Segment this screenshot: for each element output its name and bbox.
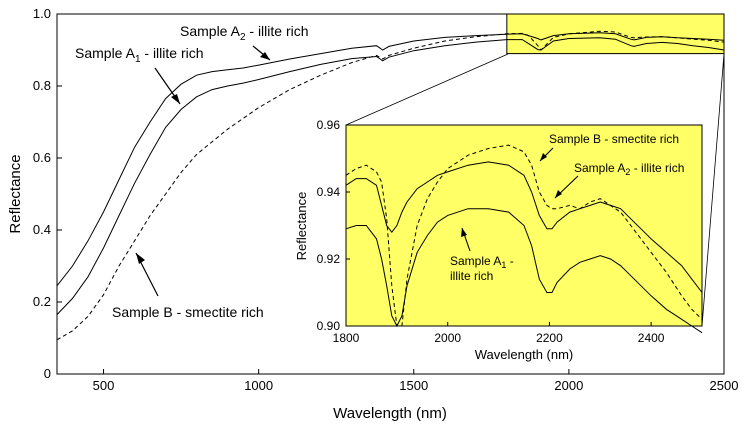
y-tick-label: 0.90 bbox=[317, 319, 341, 333]
annotation-sample-a1: Sample A1 - illite rich bbox=[75, 45, 204, 65]
x-tick-label: 1500 bbox=[399, 378, 428, 393]
annotation-sample-b: Sample B - smectite rich bbox=[112, 304, 264, 320]
annotation-sample-a2: Sample A2 - illite rich bbox=[180, 23, 309, 43]
inset-y-ticks: 0.90 0.92 0.94 0.96 bbox=[317, 118, 350, 333]
x-tick-label: 2000 bbox=[554, 378, 583, 393]
y-tick-label: 0.96 bbox=[317, 118, 341, 132]
main-x-ticks: 500 1000 1500 2000 2500 bbox=[93, 369, 739, 393]
series-line bbox=[345, 208, 703, 334]
x-tick-label: 1800 bbox=[333, 331, 360, 345]
inset-annotation-sample-a1: Sample A1 - bbox=[450, 254, 514, 270]
y-tick-label: 0.6 bbox=[33, 150, 51, 165]
series-line bbox=[56, 37, 725, 315]
inset-arrowhead-sample-a2 bbox=[555, 190, 562, 198]
main-plot-frame bbox=[56, 13, 725, 375]
y-tick-label: 0.8 bbox=[33, 78, 51, 93]
main-y-axis-title: Reflectance bbox=[7, 154, 24, 233]
inset-annotation-sample-b: Sample B - smectite rich bbox=[549, 132, 679, 146]
inset-connector-lines bbox=[345, 53, 725, 327]
main-plot: 500 1000 1500 2000 2500 0 0.2 0.4 0.6 0.8 1.0 Wav… bbox=[7, 6, 738, 422]
arrowhead-sample-a2 bbox=[260, 52, 270, 60]
arrowhead-sample-a1 bbox=[171, 94, 180, 104]
y-tick-label: 0.2 bbox=[33, 294, 51, 309]
main-annotations: Sample A2 - illite rich Sample A1 - illi… bbox=[75, 23, 309, 320]
x-tick-label: 2400 bbox=[638, 331, 665, 345]
series-line bbox=[56, 30, 725, 341]
inset-x-axis-title: Wavelength (nm) bbox=[475, 347, 574, 362]
series-line bbox=[345, 161, 703, 293]
y-tick-label: 1.0 bbox=[33, 6, 51, 21]
inset-arrowhead-sample-b bbox=[540, 153, 547, 161]
inset-arrowhead-sample-a1 bbox=[461, 228, 467, 237]
x-tick-label: 1000 bbox=[244, 378, 273, 393]
x-tick-label: 2200 bbox=[536, 331, 563, 345]
inset-annotation-sample-a2: Sample A2 - illite rich bbox=[574, 161, 684, 177]
y-tick-label: 0 bbox=[44, 366, 51, 381]
main-x-axis-title: Wavelength (nm) bbox=[333, 405, 447, 422]
inset-annotation-sample-a1-line2: illite rich bbox=[450, 269, 493, 283]
y-tick-label: 0.92 bbox=[317, 252, 341, 266]
main-series bbox=[56, 30, 725, 341]
inset-y-axis-title: Reflectance bbox=[294, 192, 309, 261]
x-tick-label: 2500 bbox=[710, 378, 739, 393]
arrowhead-sample-b bbox=[136, 253, 145, 264]
inset-x-ticks: 1800 2000 2200 2400 bbox=[333, 322, 665, 345]
y-tick-label: 0.94 bbox=[317, 185, 341, 199]
connector-line-right bbox=[701, 53, 725, 327]
connector-line-left bbox=[345, 53, 509, 126]
main-y-ticks: 0 0.2 0.4 0.6 0.8 1.0 bbox=[33, 6, 62, 381]
inset-series bbox=[345, 144, 703, 334]
inset-plot: 1800 2000 2200 2400 0.90 0.92 0.94 0.96 Wavele… bbox=[294, 118, 703, 362]
series-line bbox=[56, 32, 725, 287]
x-tick-label: 500 bbox=[93, 378, 115, 393]
y-tick-label: 0.4 bbox=[33, 222, 51, 237]
x-tick-label: 2000 bbox=[434, 331, 461, 345]
